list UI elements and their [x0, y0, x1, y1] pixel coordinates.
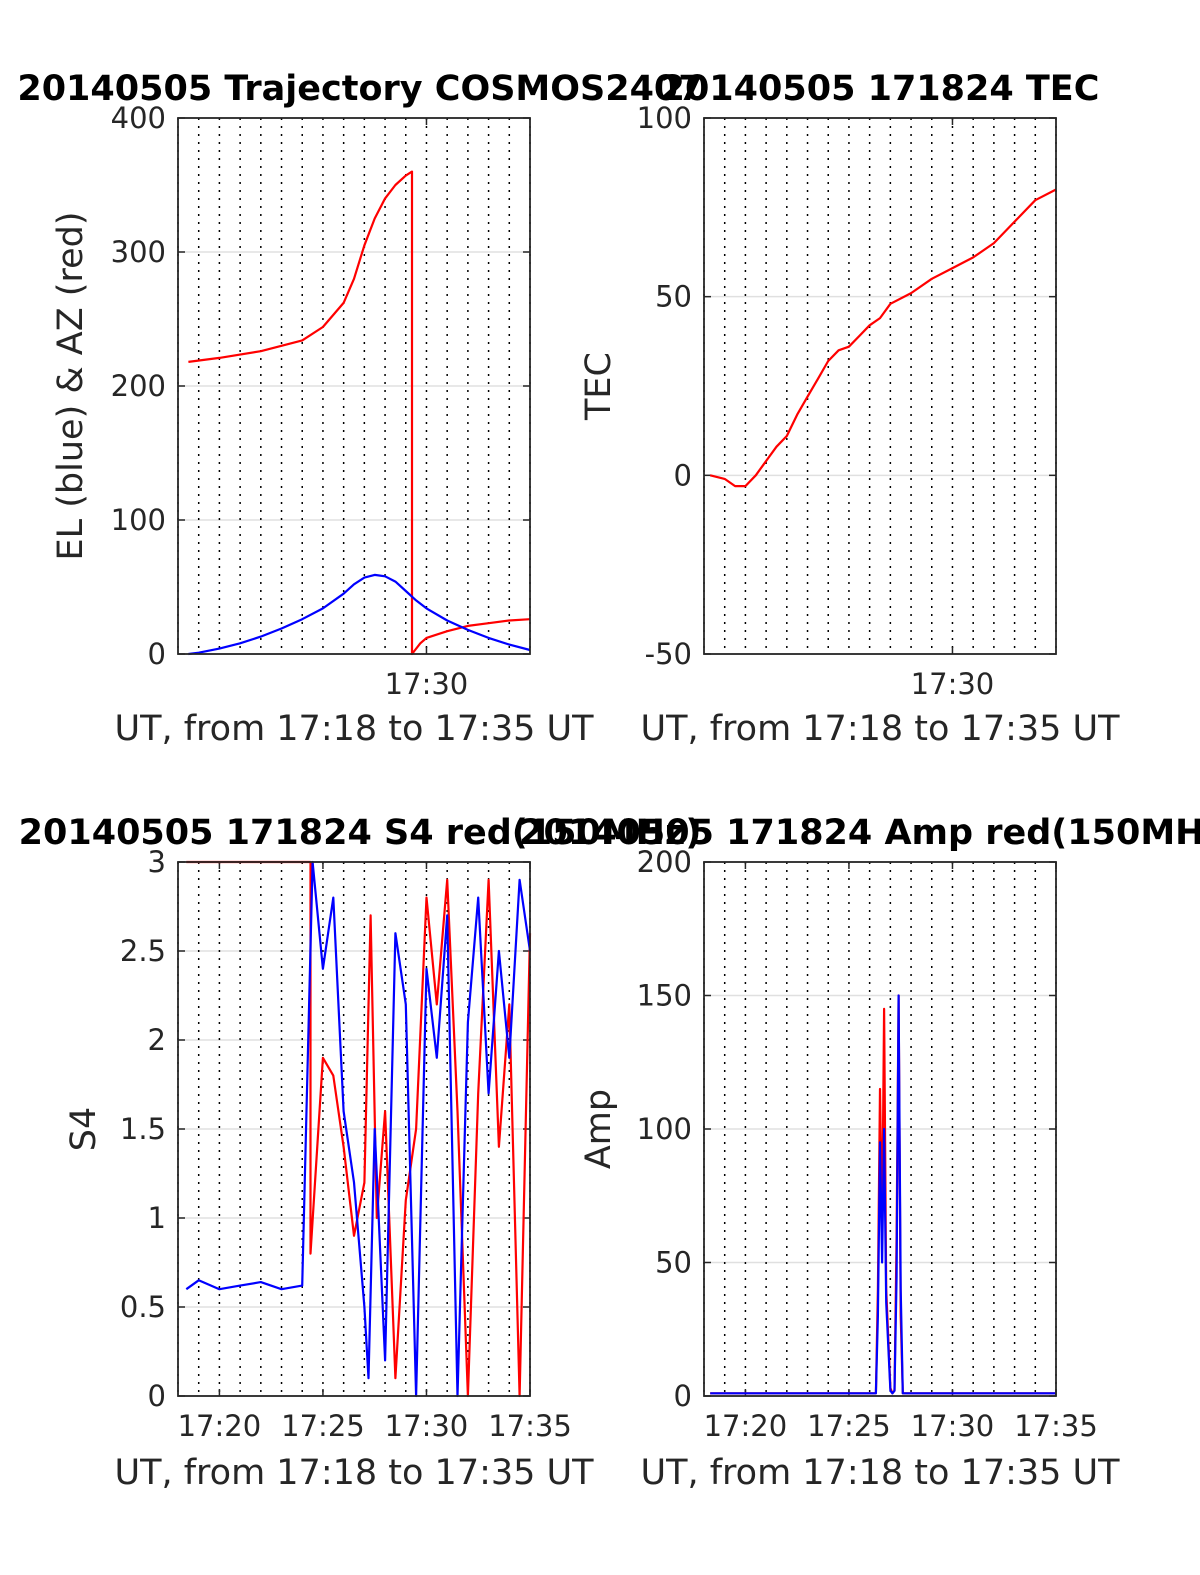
- y-axis-label: S4: [64, 1107, 104, 1152]
- y-tick-label: 0.5: [120, 1290, 166, 1324]
- panel-3: 0 0.5 1 1.5 2 2.5 3 17:20 17:25 17:30 17:35 2014050…: [19, 813, 702, 1493]
- x-tick-label: 17:25: [807, 1409, 891, 1443]
- y-tick-label: 200: [637, 845, 692, 879]
- axes-box: [177, 861, 531, 1397]
- panel-1: 0 100 200 300 400 17:30 20140505 Trajectory CO…: [17, 69, 702, 749]
- y-axis-label: Amp: [579, 1089, 619, 1169]
- chart-title: 20140505 171824 Amp red(150MHz): [519, 813, 1200, 853]
- y-tick-label: 1: [148, 1201, 166, 1235]
- y-tick-label: 0: [148, 637, 166, 671]
- x-tick-label: 17:35: [1014, 1409, 1098, 1443]
- axes-box: [177, 117, 531, 655]
- x-tick-label: 17:30: [385, 1409, 469, 1443]
- x-tick-label: 17:35: [488, 1409, 572, 1443]
- y-tick-label: 150: [637, 979, 692, 1013]
- chart-title: 20140505 171824 TEC: [661, 69, 1100, 109]
- series-line-blue: [185, 860, 532, 1398]
- x-tick-label: 17:25: [281, 1409, 365, 1443]
- chart-title: 20140505 171824 S4 red(150MHz): [19, 813, 702, 853]
- y-tick-label: 100: [111, 503, 166, 537]
- y-tick-label: 2: [148, 1023, 166, 1057]
- panel-2: -50 0 50 100 17:30 20140505 171824 TEC UT, fro…: [579, 69, 1120, 749]
- y-tick-label: -50: [645, 637, 692, 671]
- x-tick-label: 17:20: [178, 1409, 262, 1443]
- chart-title: 20140505 Trajectory COSMOS2407: [17, 69, 702, 109]
- axes-box: [703, 117, 1057, 655]
- y-tick-label: 3: [148, 845, 166, 879]
- x-axis-label: UT, from 17:18 to 17:35 UT: [640, 709, 1120, 749]
- x-tick-label: 17:20: [704, 1409, 788, 1443]
- y-tick-label: 400: [111, 101, 166, 135]
- y-tick-label: 100: [637, 1112, 692, 1146]
- x-tick-label: 17:30: [911, 1409, 995, 1443]
- y-tick-label: 2.5: [120, 934, 166, 968]
- series-line-red: [709, 188, 1057, 488]
- y-tick-label: 300: [111, 235, 166, 269]
- y-axis-label: EL (blue) & AZ (red): [51, 212, 91, 561]
- y-tick-label: 100: [637, 101, 692, 135]
- y-tick-label: 0: [674, 1379, 692, 1413]
- y-tick-label: 50: [655, 280, 692, 314]
- series-line-blue: [710, 994, 1056, 1395]
- series-line-blue: [188, 573, 531, 656]
- x-tick-label: 17:30: [911, 667, 995, 701]
- x-tick-label: 17:30: [385, 667, 469, 701]
- y-tick-label: 0: [148, 1379, 166, 1413]
- y-axis-label: TEC: [579, 352, 619, 421]
- series-line-red: [186, 860, 532, 1398]
- y-tick-label: 50: [655, 1246, 692, 1280]
- axes-box: [703, 861, 1057, 1397]
- y-tick-label: 0: [674, 458, 692, 492]
- x-axis-label: UT, from 17:18 to 17:35 UT: [640, 1453, 1120, 1493]
- panel-4: 0 50 100 150 200 17:20 17:25 17:30 17:35 20140505…: [519, 813, 1200, 1493]
- y-tick-label: 1.5: [120, 1112, 166, 1146]
- x-axis-label: UT, from 17:18 to 17:35 UT: [114, 709, 594, 749]
- x-axis-label: UT, from 17:18 to 17:35 UT: [114, 1453, 594, 1493]
- y-tick-label: 200: [111, 369, 166, 403]
